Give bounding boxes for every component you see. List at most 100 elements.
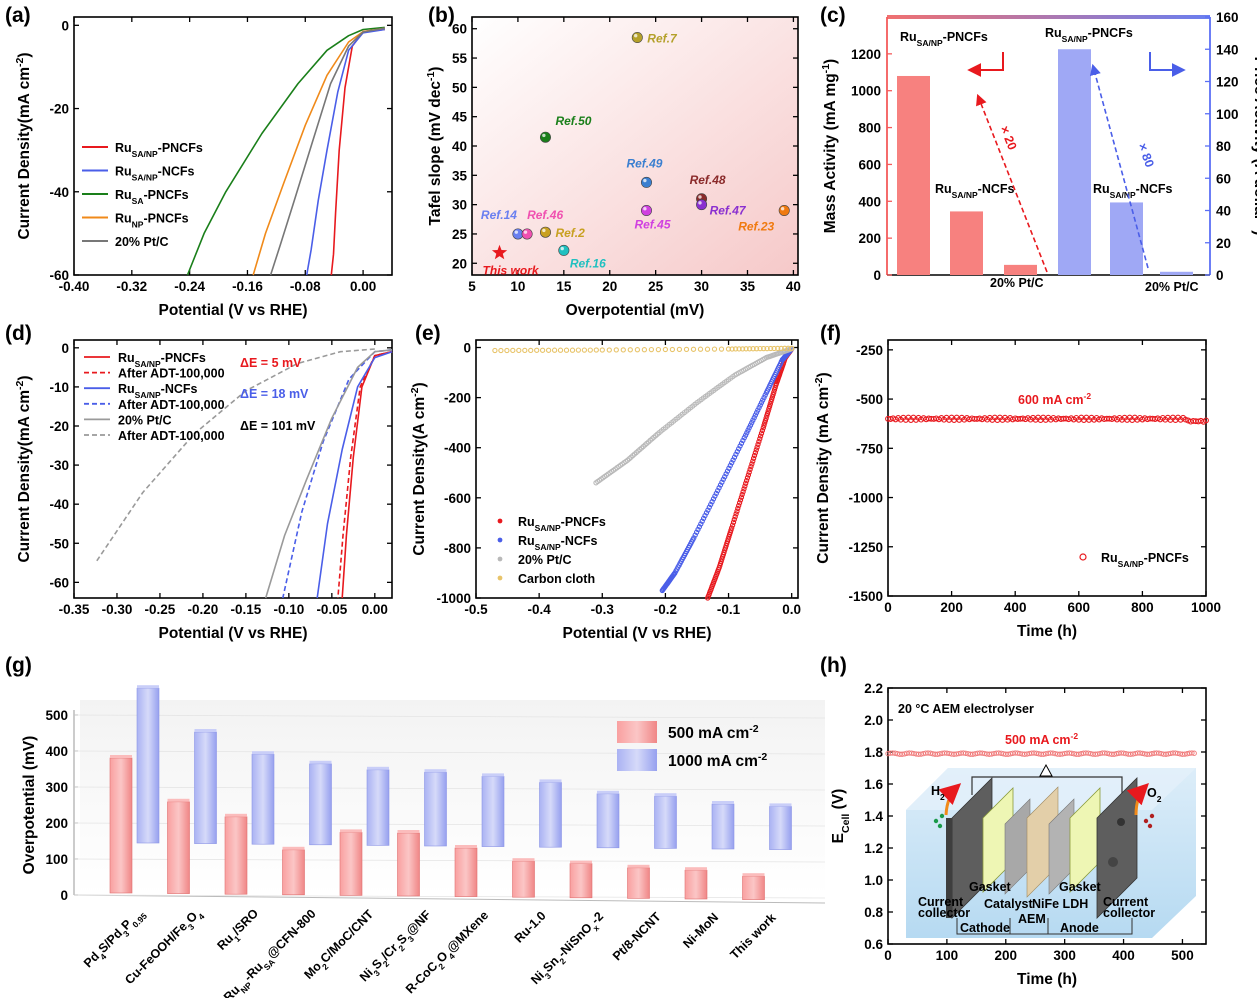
point-label: Ref.14 [481,208,517,222]
series-marker [745,427,751,433]
x-tick-label: 30 [694,279,709,294]
mass-activity-bar [897,75,930,275]
x-tick-label: 25 [648,279,664,294]
plot-frame [73,339,393,599]
series-marker [739,491,745,498]
series-marker [1182,751,1188,757]
y-tick-label: 400 [858,194,881,209]
category-label: Ru1/SRO [214,906,264,956]
legend-label: After ADT-100,000 [118,367,225,381]
series-marker [901,751,908,757]
panel-a-hydrogen-polarization: -0.40 -0.32 -0.24 -0.16 -0.08 0.00 0 -20 -40 -60 P… [14,16,393,319]
bar-500-top [685,867,707,871]
y-tick-label: 1.4 [864,809,883,824]
x-tick-label: 400 [1004,600,1027,615]
x-tick-label: 35 [740,279,756,294]
panel-d-stability-polarization: -0.35 -0.30 -0.25 -0.20 -0.15 -0.10 -0.05 0.00 0… [14,339,393,642]
x-tick-label: -0.10 [273,602,304,617]
series-marker [698,521,704,527]
series-marker [563,347,570,353]
series-marker [736,500,743,506]
y-tick-label: -250 [856,343,883,358]
point-label: Ref.45 [634,218,670,232]
series-marker [662,346,669,353]
series-marker [953,751,959,757]
h2-bubble [939,813,945,819]
series-line [94,348,375,564]
bar-1000 [309,763,332,846]
panel-b-tafel-scatter: 5 10 15 20 25 30 35 40 20 25 30 35 40 45 50 55 60 Overpot… [425,16,801,319]
bar-1000-top [712,801,734,804]
x-tick-label: 800 [1131,600,1154,615]
series-marker [733,451,739,458]
y-tick-label: 1.0 [864,873,883,888]
series-marker [766,403,773,410]
data-point-highlight [542,228,546,233]
series-marker [569,347,576,353]
series-marker [1031,750,1037,756]
series-line [337,350,393,599]
data-point-highlight [698,195,702,199]
series-markers [593,346,795,486]
series-marker [770,391,776,398]
series-marker [695,526,701,533]
y-tick-label: 1000 [851,84,881,99]
series-marker [627,347,633,353]
series-marker [1052,750,1058,757]
series-marker [1033,750,1040,756]
data-point [640,176,652,188]
bar-500-top [570,860,592,864]
x-tick-label: -0.20 [188,602,219,617]
series-marker [722,474,728,480]
data-point-highlight [643,178,647,183]
y-tick-label: 1.2 [864,841,883,856]
panel-label-g: (g) [5,654,32,677]
series-marker [733,511,739,517]
y-tick-label: 300 [45,780,68,795]
data-point-highlight [514,230,519,234]
legend-marker [497,575,503,581]
port-hole [1117,818,1125,826]
series-marker [736,446,742,452]
series-marker [763,389,770,396]
series-marker [743,346,749,352]
bar-500 [512,860,535,898]
bar-500-top [397,830,420,833]
series-marker [1059,751,1065,757]
series-marker [764,410,771,417]
data-point-highlight [542,133,546,138]
bar-1000 [251,753,275,845]
legend-marker [1079,553,1087,561]
o2-bubble [1147,823,1153,829]
series-markers [492,345,795,354]
h2-bubble [933,818,939,824]
bar-500-top [340,829,362,833]
y-tick-label: -200 [444,391,471,406]
series-marker [741,435,747,441]
series-marker [1146,751,1153,757]
panel-label-d: (d) [5,322,32,345]
series-marker [732,514,738,520]
series-marker [729,460,735,466]
series-markers [885,414,1209,425]
series-marker [766,406,772,412]
y2-tick-label: 100 [1216,107,1239,122]
series-marker [522,347,528,354]
series-line [316,350,393,599]
bar-500 [397,832,420,897]
bar-1000 [481,776,505,847]
series-marker [712,493,718,499]
series-marker [599,347,605,353]
series-marker [492,347,498,354]
x-tick-label: -0.4 [528,602,552,617]
mass-activity-bar [950,211,983,275]
series-marker [581,347,588,353]
data-point [558,244,570,256]
x-tick-label: 0 [884,948,892,963]
bar-1000-top [424,769,447,773]
y-tick-label: 500 [45,708,68,723]
y-tick-label: 40 [452,139,467,154]
y-tick-label: 25 [452,227,468,242]
series-marker [498,347,504,354]
